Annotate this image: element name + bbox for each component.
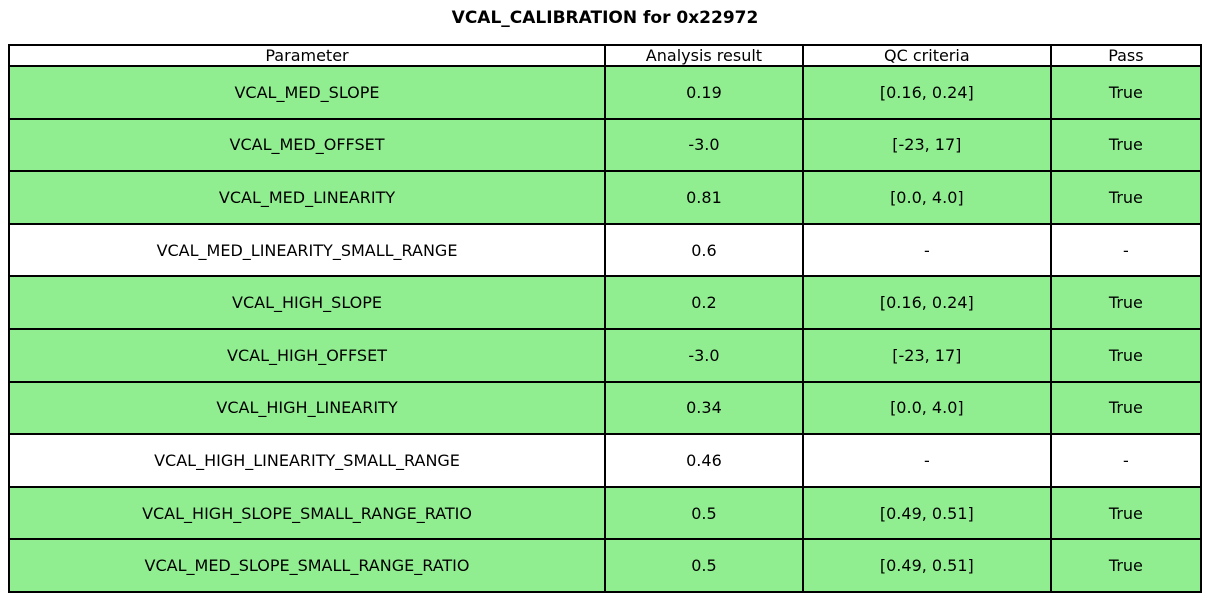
header-qc-criteria: QC criteria: [801, 44, 1052, 67]
cell-parameter: VCAL_HIGH_LINEARITY_SMALL_RANGE: [7, 433, 607, 488]
cell-parameter: VCAL_MED_SLOPE: [7, 65, 607, 120]
header-parameter: Parameter: [7, 44, 607, 67]
header-pass: Pass: [1049, 44, 1203, 67]
cell-result: -3.0: [604, 117, 804, 173]
cell-parameter: VCAL_HIGH_SLOPE_SMALL_RANGE_RATIO: [7, 485, 607, 541]
header-analysis-result: Analysis result: [604, 44, 804, 67]
cell-criteria: [0.16, 0.24]: [801, 65, 1052, 120]
table-row: VCAL_MED_LINEARITY 0.81 [0.0, 4.0] True: [7, 170, 1203, 225]
cell-result: 0.2: [604, 275, 804, 330]
cell-criteria: [0.49, 0.51]: [801, 538, 1052, 593]
cell-criteria: [0.0, 4.0]: [801, 380, 1052, 436]
table-row: VCAL_HIGH_LINEARITY_SMALL_RANGE 0.46- -: [7, 433, 1203, 488]
table-row: VCAL_MED_OFFSET -3.0 [-23, 17] True: [7, 117, 1203, 173]
cell-pass: True: [1049, 275, 1203, 330]
cell-criteria: -: [801, 433, 1052, 488]
qc-results-table: Parameter Analysis result QC criteria Pa…: [7, 44, 1203, 593]
cell-result: 0.34: [604, 380, 804, 436]
cell-pass: True: [1049, 485, 1203, 541]
table-row: VCAL_HIGH_OFFSET -3.0 [-23, 17] True: [7, 327, 1203, 383]
table-body: VCAL_MED_SLOPE 0.19 [0.16, 0.24] True VCAL_M…: [7, 65, 1203, 593]
cell-parameter: VCAL_MED_SLOPE_SMALL_RANGE_RATIO: [7, 538, 607, 593]
cell-parameter: VCAL_MED_LINEARITY_SMALL_RANGE: [7, 222, 607, 278]
cell-criteria: [-23, 17]: [801, 327, 1052, 383]
cell-pass: True: [1049, 538, 1203, 593]
cell-criteria: -: [801, 222, 1052, 278]
table-row: VCAL_MED_SLOPE_SMALL_RANGE_RATIO 0.5 [0.49…: [7, 538, 1203, 593]
cell-pass: True: [1049, 380, 1203, 436]
cell-pass: True: [1049, 170, 1203, 225]
cell-result: 0.5: [604, 485, 804, 541]
cell-result: 0.81: [604, 170, 804, 225]
table-row: VCAL_MED_SLOPE 0.19 [0.16, 0.24] True: [7, 65, 1203, 120]
cell-pass: True: [1049, 65, 1203, 120]
table-header-row: Parameter Analysis result QC criteria Pa…: [7, 44, 1203, 67]
table-row: VCAL_MED_LINEARITY_SMALL_RANGE 0.6- -: [7, 222, 1203, 278]
cell-result: 0.6: [604, 222, 804, 278]
cell-pass: True: [1049, 117, 1203, 173]
table-row: VCAL_HIGH_SLOPE_SMALL_RANGE_RATIO 0.5 [0.4…: [7, 485, 1203, 541]
cell-pass: -: [1049, 433, 1203, 488]
cell-parameter: VCAL_MED_LINEARITY: [7, 170, 607, 225]
cell-pass: -: [1049, 222, 1203, 278]
cell-result: -3.0: [604, 327, 804, 383]
table-row: VCAL_HIGH_SLOPE 0.2 [0.16, 0.24] True: [7, 275, 1203, 330]
cell-parameter: VCAL_HIGH_LINEARITY: [7, 380, 607, 436]
cell-result: 0.46: [604, 433, 804, 488]
page-title: VCAL_CALIBRATION for 0x22972: [451, 8, 759, 28]
cell-parameter: VCAL_MED_OFFSET: [7, 117, 607, 173]
cell-pass: True: [1049, 327, 1203, 383]
cell-result: 0.5: [604, 538, 804, 593]
cell-criteria: [-23, 17]: [801, 117, 1052, 173]
table-row: VCAL_HIGH_LINEARITY 0.34 [0.0, 4.0] True: [7, 380, 1203, 436]
cell-criteria: [0.49, 0.51]: [801, 485, 1052, 541]
cell-criteria: [0.0, 4.0]: [801, 170, 1052, 225]
cell-criteria: [0.16, 0.24]: [801, 275, 1052, 330]
cell-parameter: VCAL_HIGH_SLOPE: [7, 275, 607, 330]
cell-parameter: VCAL_HIGH_OFFSET: [7, 327, 607, 383]
cell-result: 0.19: [604, 65, 804, 120]
